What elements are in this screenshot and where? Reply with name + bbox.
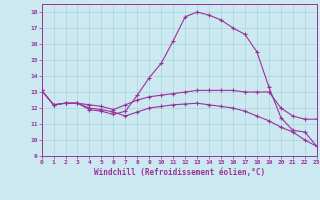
X-axis label: Windchill (Refroidissement éolien,°C): Windchill (Refroidissement éolien,°C) [94,168,265,177]
